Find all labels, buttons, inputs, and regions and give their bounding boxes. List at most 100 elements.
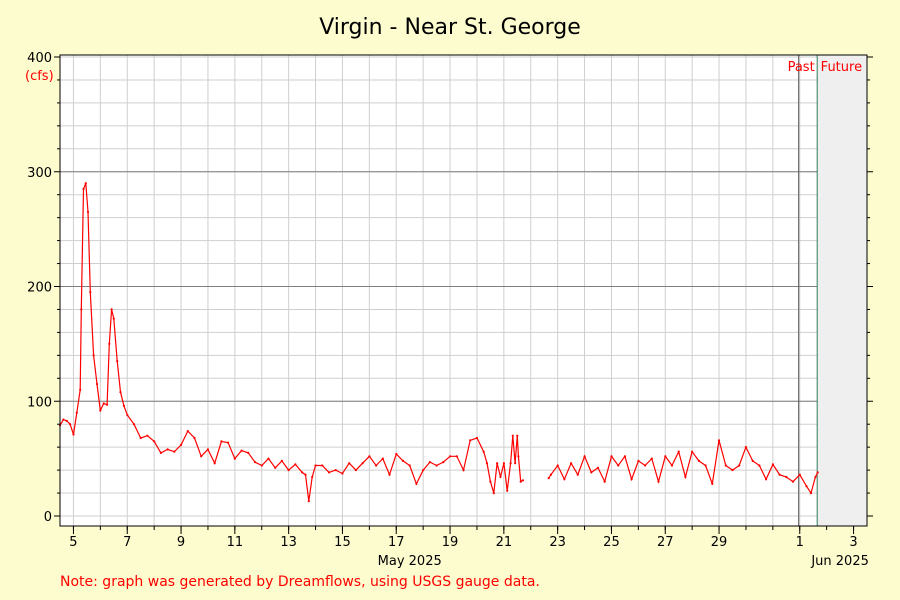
data-point xyxy=(84,182,87,185)
past-label: Past xyxy=(788,60,815,75)
data-point xyxy=(570,462,573,465)
data-point xyxy=(697,459,701,462)
data-point xyxy=(637,459,640,462)
data-point xyxy=(348,462,351,465)
data-point xyxy=(112,317,115,320)
data-point xyxy=(89,291,92,294)
data-point xyxy=(86,210,90,213)
data-point xyxy=(603,480,606,483)
data-point xyxy=(610,455,613,458)
data-point xyxy=(744,446,748,449)
x-tick-label: 7 xyxy=(123,535,131,550)
data-point xyxy=(511,434,514,437)
data-point xyxy=(422,469,425,472)
x-tick-label: 15 xyxy=(334,535,351,550)
footer-note: Note: graph was generated by Dreamflows,… xyxy=(60,574,540,590)
data-point xyxy=(388,473,391,476)
x-tick-label: 27 xyxy=(657,535,674,550)
data-point xyxy=(455,455,458,458)
data-point xyxy=(166,448,169,451)
data-point xyxy=(814,475,817,479)
data-point xyxy=(499,475,502,479)
data-point xyxy=(401,459,405,462)
x-tick-label: 13 xyxy=(280,535,297,550)
data-point xyxy=(354,469,357,472)
data-point xyxy=(294,463,297,466)
data-point xyxy=(517,455,520,458)
data-point xyxy=(153,440,156,443)
data-point xyxy=(95,382,99,386)
x-tick-label: 9 xyxy=(177,535,185,550)
x-tick-label: 19 xyxy=(442,535,459,550)
data-point xyxy=(657,480,660,483)
data-point xyxy=(180,443,183,446)
data-point xyxy=(368,455,371,458)
data-point xyxy=(778,473,781,476)
data-point xyxy=(691,450,694,453)
data-point xyxy=(717,439,721,442)
data-point xyxy=(314,464,317,467)
data-point xyxy=(327,471,331,474)
data-point xyxy=(765,478,768,481)
data-point xyxy=(514,462,517,465)
data-point xyxy=(220,440,223,443)
data-point xyxy=(805,485,808,488)
y-tick-label: 300 xyxy=(27,166,52,181)
data-point xyxy=(99,409,102,412)
data-point xyxy=(69,423,72,426)
x-month-label: May 2025 xyxy=(378,554,442,569)
data-point xyxy=(583,455,586,458)
data-point xyxy=(576,473,579,476)
data-point xyxy=(462,469,465,472)
data-point xyxy=(75,411,78,414)
data-point xyxy=(280,459,283,462)
data-point xyxy=(435,464,438,467)
data-point xyxy=(677,450,680,453)
data-point xyxy=(119,391,122,394)
data-point xyxy=(809,492,813,495)
data-point xyxy=(623,455,627,458)
future-shade xyxy=(817,55,867,526)
data-point xyxy=(65,419,68,422)
x-month-label: Jun 2025 xyxy=(810,554,869,569)
x-tick-label: 23 xyxy=(549,535,566,550)
data-point xyxy=(193,436,196,440)
data-point xyxy=(415,482,418,485)
data-point xyxy=(173,450,176,453)
x-tick-label: 29 xyxy=(711,535,728,550)
data-point xyxy=(301,471,304,474)
data-point xyxy=(307,500,310,503)
data-point xyxy=(92,354,95,357)
data-point xyxy=(449,455,452,458)
data-point xyxy=(341,472,344,475)
data-point xyxy=(724,464,727,467)
data-point xyxy=(475,436,479,440)
plot-frame xyxy=(59,54,868,527)
data-point xyxy=(485,462,489,465)
data-point xyxy=(547,477,550,480)
data-point xyxy=(428,461,431,464)
data-point xyxy=(253,461,257,464)
data-point xyxy=(791,480,795,483)
data-point xyxy=(771,463,775,466)
data-point xyxy=(361,462,364,465)
data-point xyxy=(489,480,492,483)
data-point xyxy=(79,388,82,391)
data-point xyxy=(122,404,125,407)
data-point xyxy=(146,434,149,437)
data-point xyxy=(816,471,819,474)
data-point xyxy=(731,469,734,472)
data-point xyxy=(62,418,65,421)
y-tick-label: 100 xyxy=(27,395,52,410)
x-tick-label: 5 xyxy=(69,535,77,550)
data-point xyxy=(267,457,270,460)
data-point xyxy=(200,455,203,458)
y-tick-label: 400 xyxy=(27,51,52,66)
data-point xyxy=(233,457,236,460)
data-point xyxy=(496,462,499,465)
data-point xyxy=(311,475,314,479)
data-point xyxy=(159,451,162,454)
data-point xyxy=(321,464,324,467)
data-point xyxy=(287,469,290,472)
